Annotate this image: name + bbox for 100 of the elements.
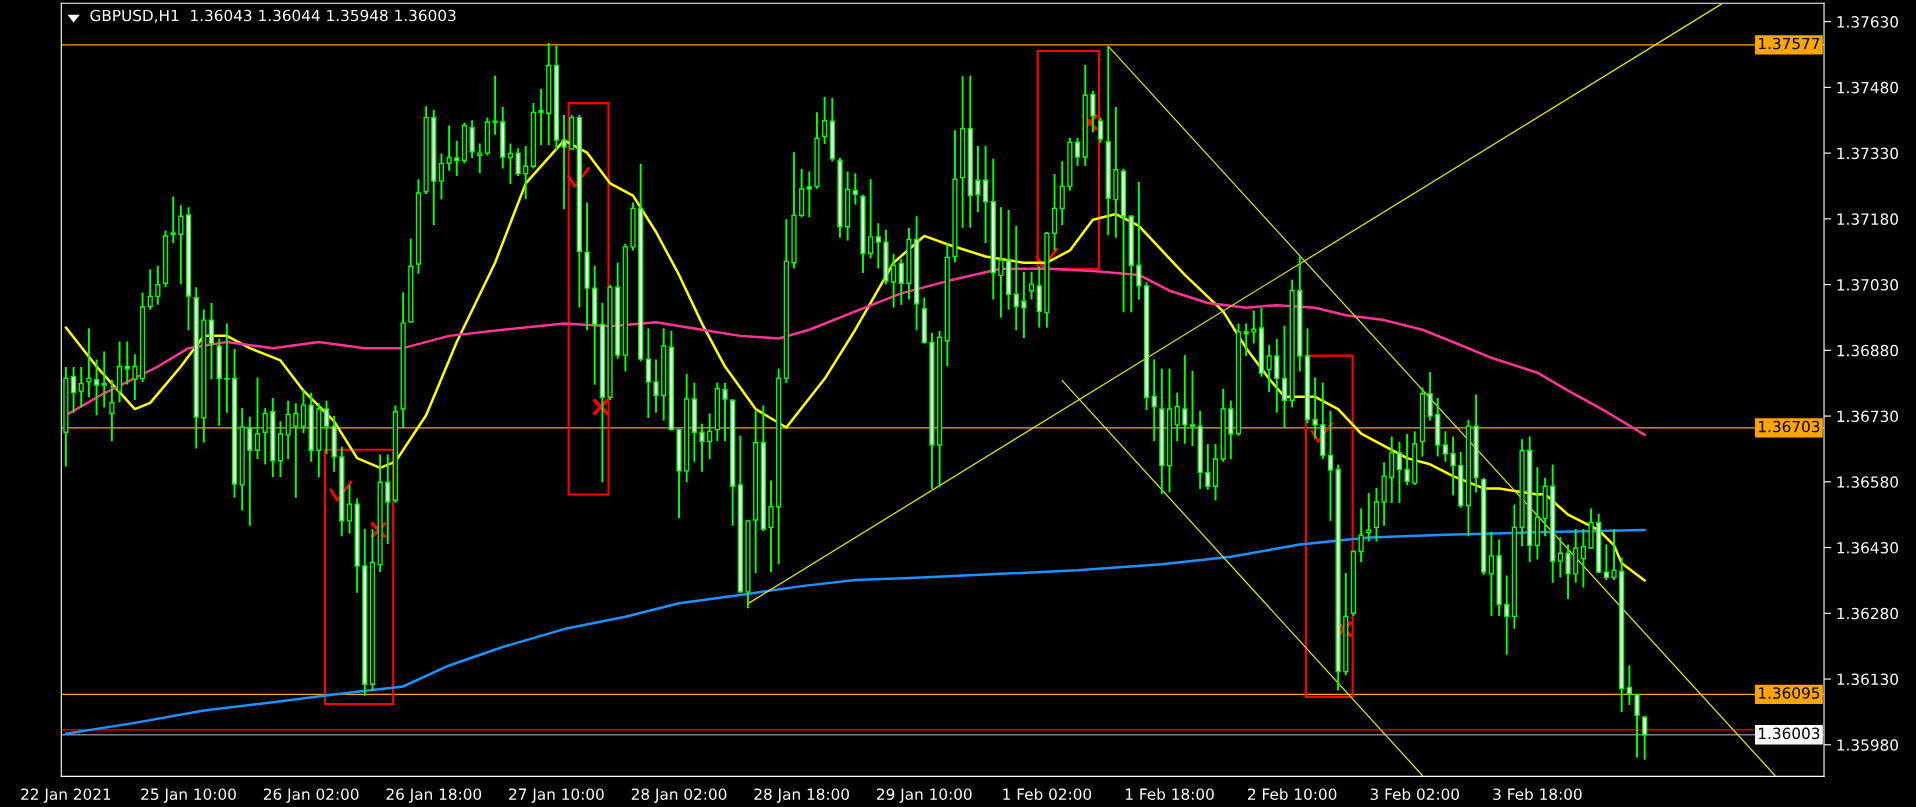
candlestick [1251, 310, 1257, 344]
x-tick-label: 27 Jan 10:00 [509, 788, 604, 803]
candlestick [806, 171, 812, 218]
candlestick [998, 207, 1004, 318]
candlestick [1580, 529, 1586, 588]
candlestick [1097, 117, 1104, 143]
ref-line-label: 1.36003 [1759, 727, 1820, 740]
candlestick [1626, 665, 1632, 705]
candlestick [875, 223, 881, 269]
y-tick-label: 1.36430 [1837, 542, 1898, 554]
candlestick [1074, 138, 1081, 166]
candlestick [1504, 575, 1510, 655]
candlestick [1565, 544, 1571, 599]
candlestick [653, 359, 659, 413]
candlestick [346, 485, 353, 534]
candlestick [1634, 693, 1640, 758]
candlestick [538, 89, 544, 146]
candlestick [323, 400, 330, 454]
candlestick [93, 359, 100, 416]
candlestick [1174, 392, 1180, 442]
x-tick-label: 28 Jan 18:00 [754, 788, 850, 803]
candlestick [645, 328, 651, 418]
line-series [64, 528, 1646, 736]
candlestick [454, 140, 460, 176]
candlestick [438, 153, 445, 200]
x-tick-label: 22 Jan 2021 [21, 788, 111, 803]
ref-line-label: 1.37577 [1759, 37, 1820, 50]
x-tick-label: 28 Jan 02:00 [631, 788, 727, 803]
candlestick [1611, 529, 1617, 581]
x-tick-label: 25 Jan 10:00 [141, 788, 236, 803]
chart-title: GBPUSD,H1 1.36043 1.36044 1.35948 1.36003 [90, 9, 456, 23]
x-tick-label: 29 Jan 10:00 [877, 788, 972, 803]
candlestick [147, 269, 153, 310]
ref-line-label: 1.36095 [1759, 687, 1820, 699]
candlestick [1442, 431, 1449, 462]
candlestick [132, 354, 138, 400]
y-tick-label: 1.35980 [1837, 739, 1898, 751]
candlestick [155, 265, 161, 305]
candlestick [1243, 323, 1249, 357]
x-tick-label: 26 Jan 02:00 [263, 788, 359, 803]
x-tick-label: 1 Feb 02:00 [1003, 788, 1092, 800]
candlestick [975, 146, 981, 212]
candlestick [707, 413, 713, 460]
candlestick [1366, 493, 1372, 542]
candlestick [224, 323, 230, 413]
candlestick [293, 403, 299, 498]
candlestick [208, 302, 215, 380]
candlestick [1028, 271, 1035, 300]
candlestick [523, 146, 529, 200]
candlestick [1182, 355, 1188, 444]
candlestick [852, 173, 858, 205]
candlestick [70, 366, 77, 413]
candlestick [477, 143, 483, 174]
x-tick-label: 3 Feb 18:00 [1493, 788, 1582, 800]
candlestick [982, 146, 989, 244]
candlestick [385, 454, 391, 545]
candlestick [1404, 433, 1410, 485]
x-tick-label: 3 Feb 02:00 [1370, 788, 1460, 800]
candlestick [1312, 377, 1318, 439]
y-tick-label: 1.36280 [1837, 607, 1898, 620]
candlestick [1557, 536, 1564, 578]
candlestick [446, 125, 452, 171]
y-tick-label: 1.37630 [1837, 16, 1898, 28]
candlestick [1603, 544, 1609, 581]
candlestick [507, 143, 514, 184]
candlestick [722, 382, 728, 442]
candlestick [247, 416, 253, 526]
candlestick [1327, 410, 1334, 521]
candlestick [1427, 372, 1433, 421]
candlestick [1151, 359, 1157, 442]
candlestick [898, 259, 904, 305]
candlestick [1136, 181, 1142, 300]
candlestick [1642, 715, 1648, 760]
candlestick [254, 377, 261, 460]
y-tick-label: 1.36130 [1837, 673, 1898, 686]
x-tick-label: 2 Feb 10:00 [1248, 788, 1337, 800]
candlestick [1358, 508, 1364, 563]
candlestick [262, 408, 268, 465]
candlestick [86, 328, 92, 398]
candlestick [285, 400, 291, 460]
candlestick [1281, 325, 1288, 428]
candlestick [1189, 370, 1196, 446]
candlestick [768, 480, 774, 573]
candlestick [492, 75, 498, 135]
x-tick-label: 1 Feb 18:00 [1125, 788, 1214, 800]
candlestick [1266, 344, 1272, 393]
x-tick-label: 26 Jan 18:00 [386, 788, 482, 803]
y-tick-label: 1.36580 [1837, 476, 1898, 488]
candlestick [170, 196, 176, 244]
candlestick [78, 366, 84, 408]
y-tick-label: 1.36730 [1837, 410, 1898, 423]
y-tick-label: 1.37030 [1837, 279, 1898, 291]
candlestick [1450, 436, 1456, 496]
candlestick [300, 390, 307, 434]
candlestick [1013, 225, 1019, 331]
candlestick [1059, 161, 1065, 226]
candlestick [1274, 338, 1280, 413]
y-tick-label: 1.37480 [1837, 81, 1898, 94]
y-tick-label: 1.37330 [1837, 147, 1898, 160]
candlestick [1021, 271, 1027, 339]
